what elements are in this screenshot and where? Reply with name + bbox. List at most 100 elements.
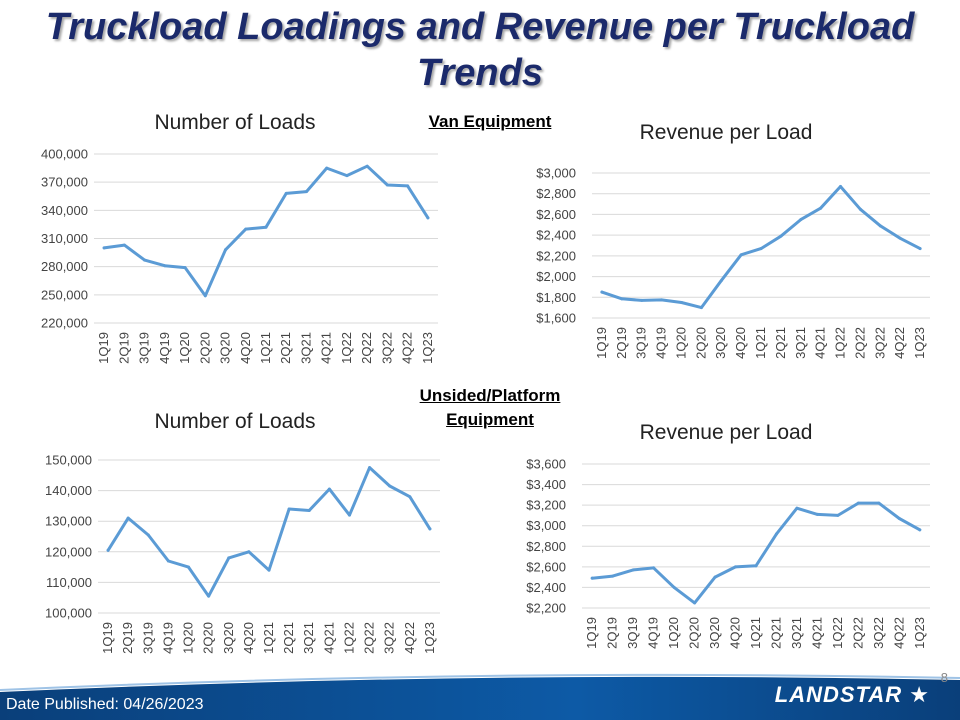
unsided-revenue-xtick-label: 2Q21 <box>768 617 783 649</box>
van-loads-xtick-label: 4Q20 <box>238 332 253 364</box>
unsided-loads-xtick-label: 2Q20 <box>201 622 216 654</box>
unsided-revenue-xtick-label: 3Q20 <box>707 617 722 649</box>
van-loads-xtick-label: 3Q22 <box>379 332 394 364</box>
van-revenue-xtick-label: 2Q21 <box>773 327 788 359</box>
van-revenue-xtick-label: 3Q20 <box>713 327 728 359</box>
van-loads-data-point <box>102 246 106 250</box>
unsided-revenue-xtick-label: 2Q20 <box>687 617 702 649</box>
van-loads-data-point <box>406 184 410 188</box>
unsided-revenue-ytick-label: $2,400 <box>526 580 566 595</box>
logo-text: LANDSTAR <box>774 682 903 707</box>
van-loads-xtick-label: 1Q23 <box>420 332 435 364</box>
van-revenue-ytick-label: $2,400 <box>536 228 576 243</box>
van-loads-ytick-label: 250,000 <box>41 287 88 302</box>
van-loads-data-point <box>426 216 430 220</box>
unsided-revenue-xtick-label: 1Q23 <box>912 617 927 649</box>
unsided-revenue-data-point <box>836 513 840 517</box>
van-loads-xtick-label: 2Q22 <box>359 332 374 364</box>
unsided-loads-series-line <box>106 466 432 598</box>
unsided-loads-xtick-label: 4Q19 <box>160 622 175 654</box>
van-revenue-ytick-label: $2,600 <box>536 207 576 222</box>
van-revenue-data-point <box>819 206 823 210</box>
van-loads-ytick-label: 280,000 <box>41 259 88 274</box>
unsided-revenue-data-point <box>652 566 656 570</box>
unsided-revenue-title: Revenue per Load <box>640 421 813 444</box>
unsided-revenue-data-point <box>815 512 819 516</box>
van-revenue-title: Revenue per Load <box>640 121 813 144</box>
unsided-revenue-data-point <box>611 574 615 578</box>
unsided-loads-xtick-label: 2Q19 <box>120 622 135 654</box>
unsided-loads-ytick-label: 120,000 <box>45 544 92 559</box>
unsided-loads-data-point <box>368 466 372 470</box>
unsided-revenue-ytick-label: $2,800 <box>526 539 566 554</box>
unsided-revenue-xtick-label: 3Q21 <box>789 617 804 649</box>
van-revenue-data-point <box>918 247 922 251</box>
van-revenue-xtick-label: 1Q19 <box>594 327 609 359</box>
unsided-revenue-ytick-label: $3,000 <box>526 518 566 533</box>
van-loads-title: Number of Loads <box>154 111 315 134</box>
unsided-loads-xtick-label: 1Q23 <box>422 622 437 654</box>
unsided-revenue-data-point <box>631 568 635 572</box>
unsided-revenue-xtick-label: 1Q22 <box>830 617 845 649</box>
van-revenue-series-line <box>600 185 922 310</box>
van-loads-data-point <box>264 225 268 229</box>
unsided-revenue-data-point <box>672 585 676 589</box>
unsided-revenue-data-point <box>918 528 922 532</box>
van-loads-data-point <box>304 190 308 194</box>
van-revenue-data-point <box>679 300 683 304</box>
slide-title-line1: Truckload Loadings and Revenue per Truck… <box>45 6 915 48</box>
unsided-loads-data-point <box>267 568 271 572</box>
van-loads-data-point <box>345 174 349 178</box>
van-revenue-xtick-label: 4Q21 <box>813 327 828 359</box>
van-revenue-xtick-label: 2Q20 <box>693 327 708 359</box>
unsided-equipment-label: Unsided/Platform Equipment <box>390 384 590 432</box>
unsided-revenue-data-point <box>877 501 881 505</box>
unsided-loads-data-point <box>347 513 351 517</box>
van-loads-ytick-label: 400,000 <box>41 147 88 162</box>
van-loads-xtick-label: 1Q20 <box>177 332 192 364</box>
unsided-loads-data-point <box>408 495 412 499</box>
unsided-loads-data-point <box>307 508 311 512</box>
van-revenue-data-point <box>620 297 624 301</box>
van-revenue-xtick-label: 3Q21 <box>793 327 808 359</box>
unsided-loads-title: Number of Loads <box>154 410 315 433</box>
van-revenue-data-point <box>858 207 862 211</box>
footer-band <box>0 673 960 720</box>
van-loads-ytick-label: 310,000 <box>41 231 88 246</box>
van-revenue-data-point <box>640 298 644 302</box>
van-loads-series-line <box>102 164 430 298</box>
unsided-loads-data-point <box>126 516 130 520</box>
unsided-label-line2: Equipment <box>446 410 534 429</box>
unsided-loads-ytick-label: 110,000 <box>46 575 92 590</box>
unsided-loads-xtick-label: 3Q22 <box>382 622 397 654</box>
slide-title-line2: Trends <box>416 52 543 94</box>
unsided-loads-data-point <box>187 565 191 569</box>
van-loads-ytick-label: 220,000 <box>41 316 88 331</box>
unsided-loads-data-point <box>287 507 291 511</box>
unsided-revenue-xtick-label: 4Q19 <box>646 617 661 649</box>
van-loads-data-point <box>385 183 389 187</box>
unsided-loads-data-point <box>388 484 392 488</box>
charts-canvas: Number of Loads 220,000 250,000 280,000 310,… <box>41 111 930 654</box>
unsided-loads-data-point <box>166 559 170 563</box>
van-revenue-data-point <box>799 218 803 222</box>
van-loads-xtick-label: 1Q19 <box>96 332 111 364</box>
unsided-revenue-data-point <box>590 576 594 580</box>
unsided-revenue-ytick-label: $3,600 <box>526 457 566 472</box>
van-revenue-xtick-label: 2Q22 <box>852 327 867 359</box>
van-loads-data-point <box>143 258 147 262</box>
unsided-revenue-data-point <box>754 564 758 568</box>
van-loads-data-point <box>122 243 126 247</box>
van-revenue-data-point <box>739 253 743 257</box>
van-revenue-xtick-label: 1Q22 <box>833 327 848 359</box>
van-loads-data-point <box>365 164 369 168</box>
unsided-loads-data-point <box>106 548 110 552</box>
unsided-loads-data-point <box>227 556 231 560</box>
unsided-loads-xtick-label: 2Q21 <box>281 622 296 654</box>
van-revenue-xtick-label: 1Q23 <box>912 327 927 359</box>
unsided-revenue-ytick-label: $3,200 <box>526 498 566 513</box>
van-loads-xtick-label: 4Q22 <box>400 332 415 364</box>
unsided-revenue-data-point <box>897 517 901 521</box>
van-revenue-ytick-label: $1,600 <box>536 311 576 326</box>
van-loads-xtick-label: 2Q21 <box>278 332 293 364</box>
